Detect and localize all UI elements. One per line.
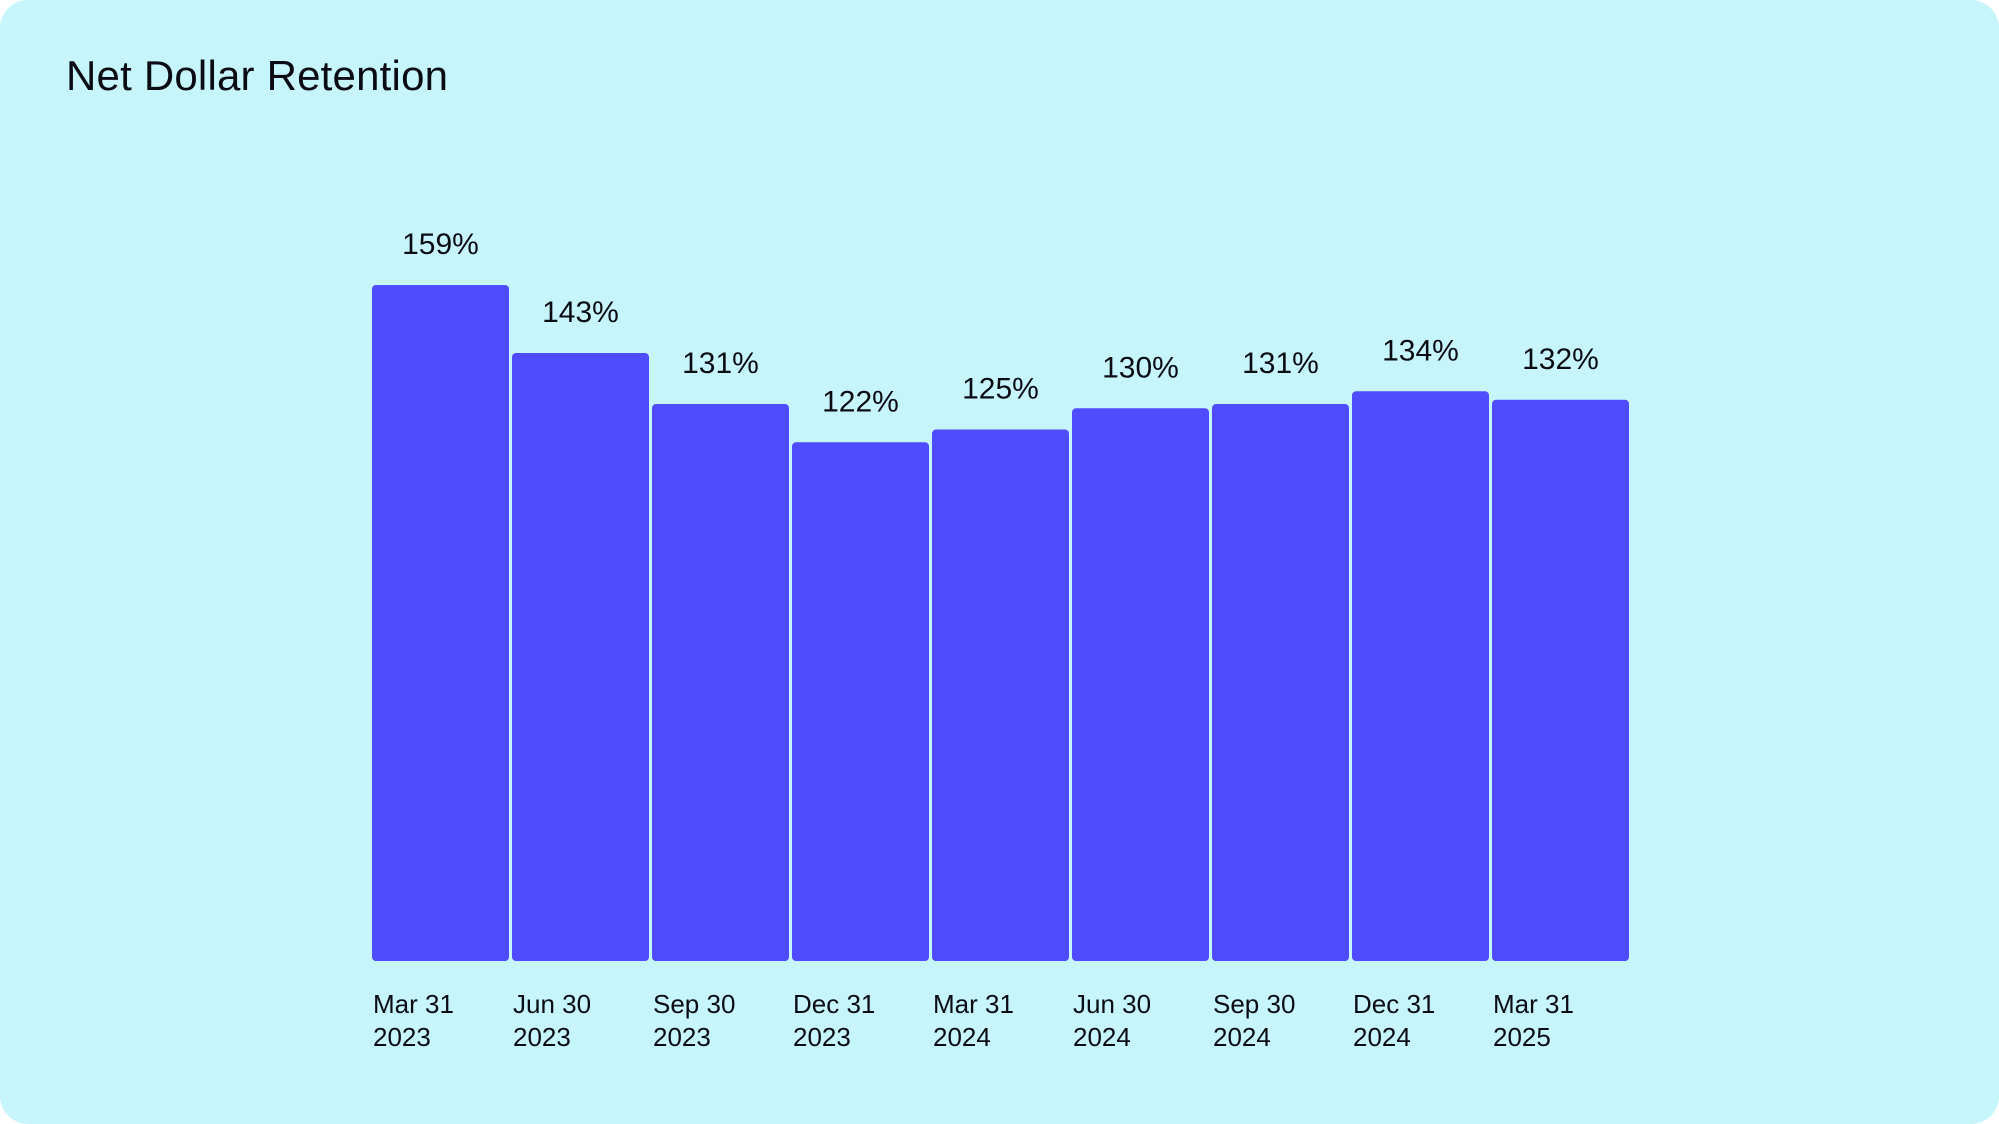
bar-5 <box>1072 408 1209 961</box>
bar-2 <box>652 404 789 961</box>
value-label-8: 132% <box>1522 343 1599 376</box>
category-label-5: Jun 30 2024 <box>1073 989 1151 1052</box>
value-label-0: 159% <box>402 228 479 261</box>
bar-6 <box>1212 404 1349 961</box>
chart-title: Net Dollar Retention <box>66 52 449 99</box>
bar-3 <box>792 442 929 961</box>
value-label-6: 131% <box>1242 347 1319 380</box>
category-label-2: Sep 30 2023 <box>653 989 735 1052</box>
value-label-4: 125% <box>962 373 1039 406</box>
value-label-5: 130% <box>1102 351 1179 384</box>
category-label-8: Mar 31 2025 <box>1493 989 1574 1052</box>
bar-4 <box>932 429 1069 961</box>
category-label-3: Dec 31 2023 <box>793 989 875 1052</box>
value-label-2: 131% <box>682 347 759 380</box>
category-label-0: Mar 31 2023 <box>373 989 454 1052</box>
bar-7 <box>1352 391 1489 961</box>
value-label-3: 122% <box>822 385 899 418</box>
bar-0 <box>372 285 509 961</box>
category-label-1: Jun 30 2023 <box>513 989 591 1052</box>
bar-1 <box>512 353 649 961</box>
value-label-1: 143% <box>542 296 619 329</box>
category-label-4: Mar 31 2024 <box>933 989 1014 1052</box>
value-label-7: 134% <box>1382 334 1459 367</box>
category-label-6: Sep 30 2024 <box>1213 989 1295 1052</box>
bar-8 <box>1492 399 1629 961</box>
category-label-7: Dec 31 2024 <box>1353 989 1435 1052</box>
